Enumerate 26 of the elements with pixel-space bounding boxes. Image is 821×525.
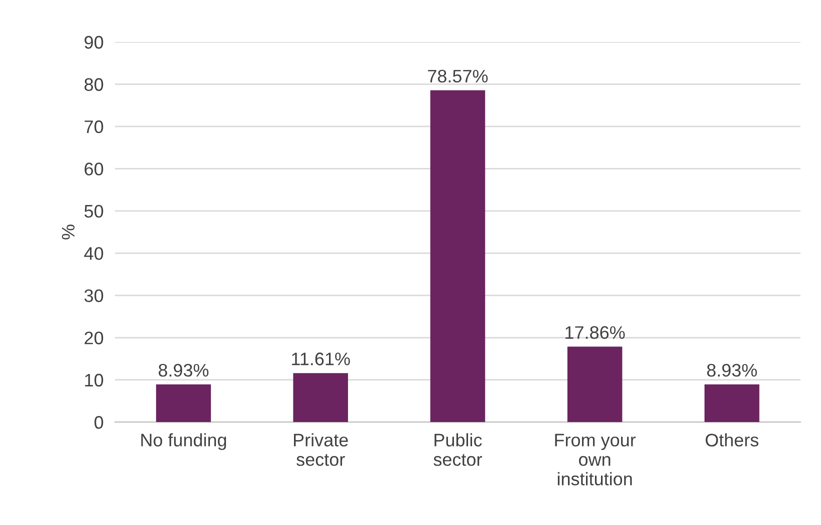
data-label: 78.57% <box>428 70 488 83</box>
x-tick-label: Others <box>706 433 758 446</box>
bar <box>430 90 486 422</box>
x-tick-label: No funding <box>141 433 226 450</box>
y-tick-label: 40 <box>84 247 104 260</box>
bar <box>704 384 760 422</box>
y-tick-label: 60 <box>84 162 104 176</box>
x-tick-label: Public sector <box>434 433 482 466</box>
y-tick-label: 30 <box>84 289 104 302</box>
data-label: 11.61% <box>292 352 350 366</box>
x-tick-label: From your own institution <box>555 434 636 486</box>
y-tick-label: 20 <box>84 332 104 344</box>
y-tick-label: 50 <box>84 204 104 218</box>
y-tick-label: 10 <box>85 374 104 387</box>
x-tick-label: Private sector <box>294 433 348 466</box>
bar <box>156 384 211 422</box>
y-tick-label: 80 <box>84 78 104 91</box>
data-label: 8.93% <box>158 364 208 377</box>
y-tick-label: 90 <box>84 36 104 49</box>
data-label: 17.86% <box>566 326 625 339</box>
bar <box>293 373 348 422</box>
y-tick-label: 70 <box>84 120 104 134</box>
y-tick-label: 0 <box>94 416 104 429</box>
data-label: 8.93% <box>707 364 757 377</box>
y-axis-title: % <box>62 224 75 240</box>
bar <box>567 346 622 422</box>
